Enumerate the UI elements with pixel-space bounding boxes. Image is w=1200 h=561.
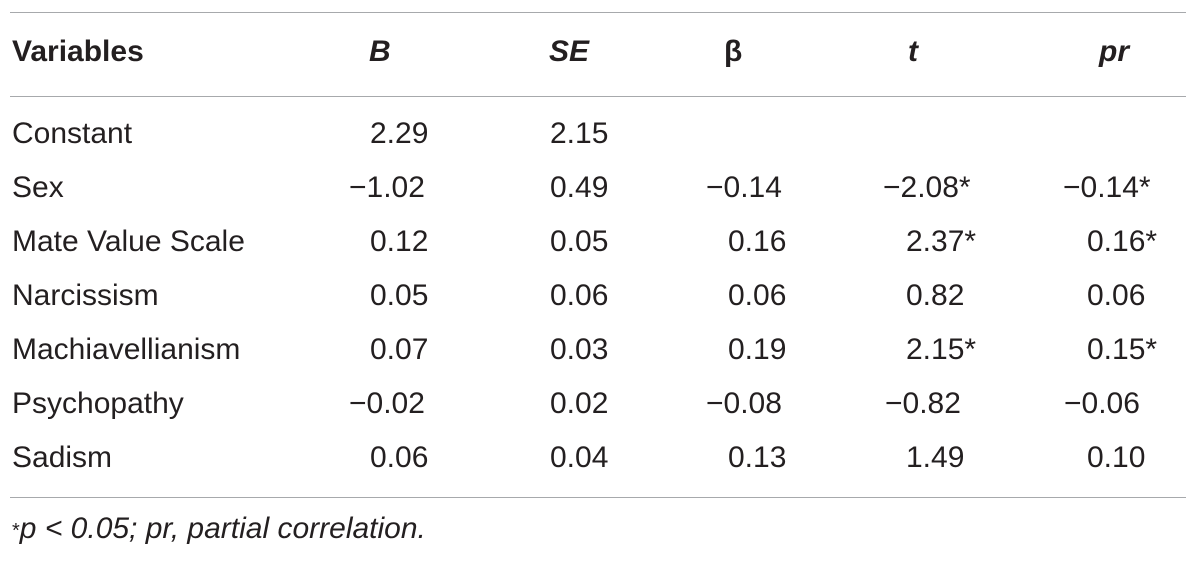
bottom-rule [10, 497, 1186, 498]
cell-t: −2.08* [883, 171, 971, 204]
header-se: SE [549, 35, 590, 68]
cell-beta: −0.08 [706, 387, 782, 420]
cell-se: 0.06 [550, 279, 609, 312]
cell-b: 2.29 [370, 117, 429, 150]
cell-beta: 0.16 [728, 225, 787, 258]
cell-se: 0.03 [550, 333, 609, 366]
cell-beta: 0.19 [728, 333, 787, 366]
cell-b: −1.02 [349, 171, 425, 204]
cell-beta: −0.14 [706, 171, 782, 204]
cell-pr: 0.10 [1087, 441, 1146, 474]
cell-b: 0.05 [370, 279, 429, 312]
row-label: Psychopathy [12, 387, 184, 420]
cell-b: 0.12 [370, 225, 429, 258]
row-label: Sex [12, 171, 64, 204]
cell-se: 2.15 [550, 117, 609, 150]
row-label: Narcissism [12, 279, 159, 312]
row-label: Constant [12, 117, 133, 150]
cell-t: 2.37* [906, 225, 977, 258]
cell-se: 0.02 [550, 387, 609, 420]
cell-t: 0.82 [906, 279, 965, 312]
cell-pr: 0.16* [1087, 225, 1158, 258]
header-rule [10, 96, 1186, 97]
header-beta: β [724, 35, 743, 68]
cell-pr: −0.14* [1063, 171, 1151, 204]
cell-pr: −0.06 [1064, 387, 1140, 420]
header-b: B [369, 35, 391, 68]
header-variables: Variables [12, 35, 144, 68]
row-label: Sadism [12, 441, 113, 474]
cell-b: −0.02 [349, 387, 425, 420]
table-footnote: *p < 0.05; pr, partial correlation. [12, 511, 426, 547]
cell-se: 0.05 [550, 225, 609, 258]
cell-b: 0.06 [370, 441, 429, 474]
header-pr: pr [1099, 35, 1129, 68]
cell-pr: 0.06 [1087, 279, 1146, 312]
row-label: Mate Value Scale [12, 225, 245, 258]
cell-t: 1.49 [906, 441, 965, 474]
header-t: t [908, 35, 918, 68]
footnote-marker: * [12, 520, 20, 542]
cell-beta: 0.13 [728, 441, 787, 474]
cell-t: −0.82 [885, 387, 961, 420]
cell-t: 2.15* [906, 333, 977, 366]
cell-se: 0.49 [550, 171, 609, 204]
row-label: Machiavellianism [12, 333, 241, 366]
cell-b: 0.07 [370, 333, 429, 366]
cell-beta: 0.06 [728, 279, 787, 312]
cell-se: 0.04 [550, 441, 609, 474]
top-rule [10, 12, 1186, 13]
footnote-text: p < 0.05; pr, partial correlation. [19, 512, 426, 545]
cell-pr: 0.15* [1087, 333, 1158, 366]
